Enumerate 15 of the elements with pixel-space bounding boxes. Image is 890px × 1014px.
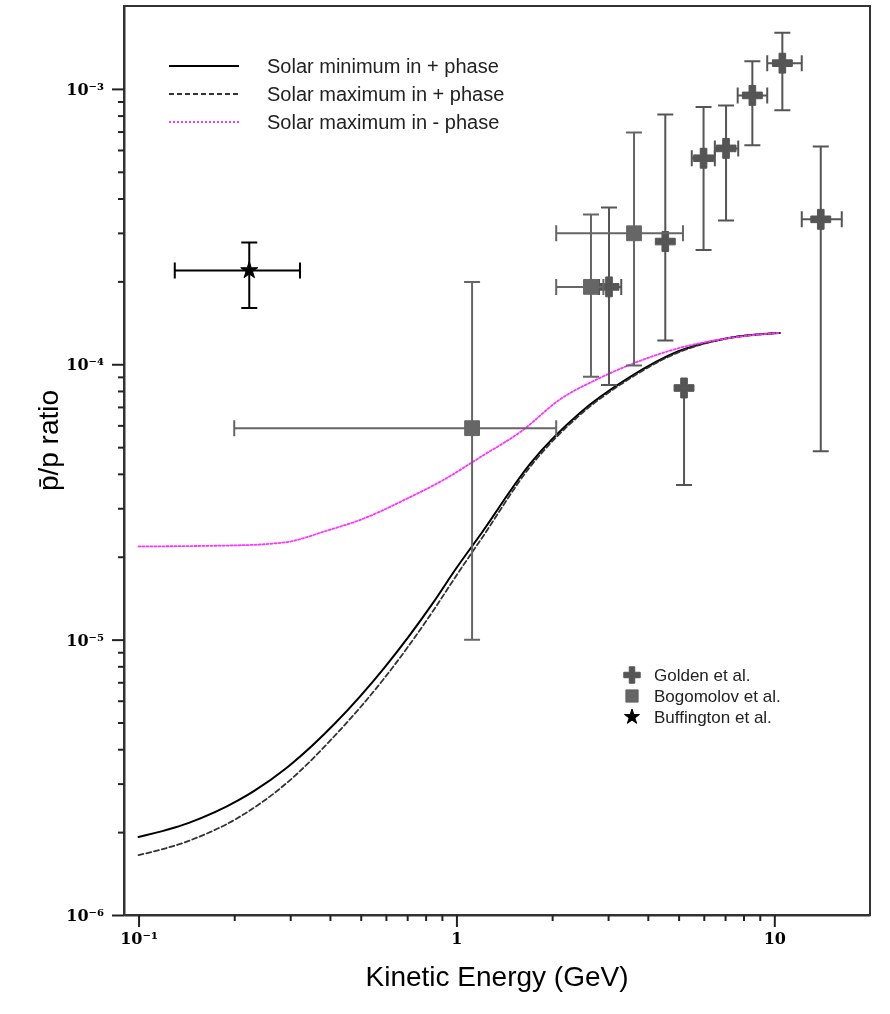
legend-label: Buffington et al.: [654, 708, 772, 727]
legend-label: Bogomolov et al.: [654, 687, 781, 706]
y-tick-label: 10⁻⁵: [66, 630, 104, 650]
x-tick-label: 10: [763, 929, 786, 949]
legend-label: Solar minimum in + phase: [267, 55, 499, 77]
x-axis-title: Kinetic Energy (GeV): [365, 961, 629, 992]
x-tick-label: 10⁻¹: [120, 929, 158, 949]
x-tick-label: 1: [451, 929, 463, 949]
legend-label: Solar maximum in + phase: [267, 83, 505, 105]
legend-label: Golden et al.: [654, 666, 751, 685]
y-tick-label: 10⁻⁴: [66, 355, 104, 375]
legend-label: Solar maximum in - phase: [267, 111, 500, 133]
y-tick-label: 10⁻³: [66, 79, 104, 99]
y-tick-label: 10⁻⁶: [66, 906, 104, 926]
y-axis-title: p̄/p ratio: [33, 389, 64, 492]
